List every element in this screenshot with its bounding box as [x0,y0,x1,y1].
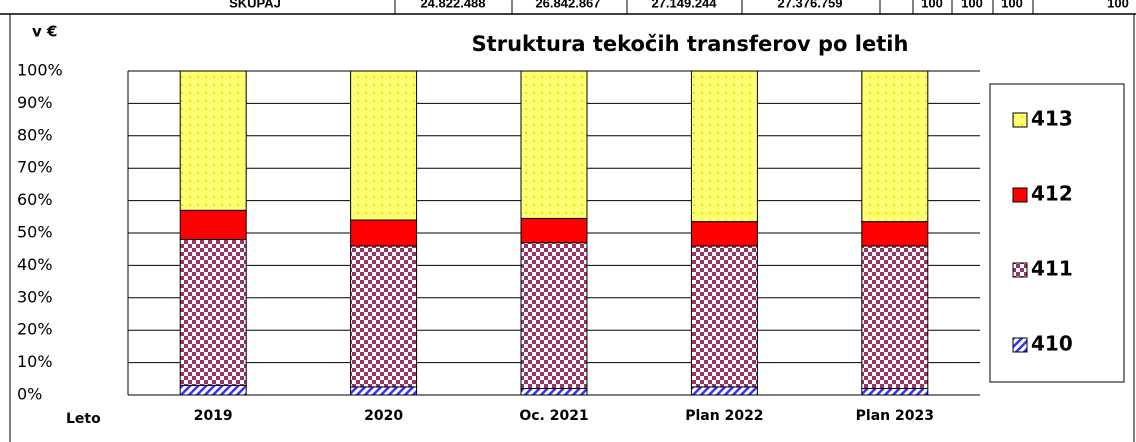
bar-segment [179,209,247,240]
x-tick-label: 2019 [194,408,233,424]
y-tick-label: 100% [17,61,63,80]
row-cell: 100 [921,0,943,10]
legend-label: 412 [1031,182,1073,206]
bar-segment [179,70,247,211]
legend-label: 413 [1031,107,1073,131]
legend-swatch [1012,112,1028,128]
row-cell: 100 [1107,0,1129,10]
y-tick-label: 70% [17,158,53,177]
bar-segment [520,242,588,390]
bar-segment [179,238,247,386]
y-tick-label: 90% [17,93,53,112]
row-cell: 27.376.759 [777,0,842,10]
y-tick-label: 10% [17,352,53,371]
bar-segment [861,388,929,396]
bar-segment [520,217,588,244]
bar-segment [690,386,758,396]
bar-segment [861,70,929,223]
x-tick-label: Plan 2023 [856,408,934,424]
bar-segment [690,221,758,247]
legend-label: 410 [1031,332,1073,356]
y-tick-label: 50% [17,223,53,242]
bar-segment [690,245,758,388]
row-label: SKUPAJ [229,0,281,10]
y-tick-label: 40% [17,255,53,274]
legend-box [989,83,1125,383]
bar-segment [690,70,758,223]
row-cell: 100 [961,0,983,10]
row-cell: 24.822.488 [420,0,485,10]
row-cell: 27.149.244 [651,0,717,10]
y-tick-label: 60% [17,190,53,209]
y-tick-label: 30% [17,287,53,306]
chart-title: Struktura tekočih transferov po letih [472,32,909,56]
x-tick-label: 2020 [364,408,403,424]
legend-swatch [1012,262,1028,278]
legend-swatch [1012,187,1028,203]
x-tick-label: Oc. 2021 [519,408,588,424]
y-axis-label: v € [32,23,57,41]
x-tick-label: Plan 2022 [685,408,763,424]
bar-segment [861,245,929,390]
y-tick-label: 20% [17,320,53,339]
bar-segment [861,221,929,247]
bar-segment [350,219,418,247]
x-axis-label: Leto [66,411,101,427]
legend-label: 411 [1031,257,1073,281]
bar-segment [179,384,247,396]
bar-segment [350,245,418,388]
row-cell: 100 [1001,0,1023,10]
legend-swatch [1012,337,1028,353]
bar-segment [520,388,588,396]
bar-segment [520,70,588,219]
y-tick-label: 0% [17,385,42,404]
y-tick-label: 80% [17,125,53,144]
row-cell: 26.842.867 [535,0,600,10]
bar-segment [350,386,418,396]
bar-segment [350,70,418,221]
